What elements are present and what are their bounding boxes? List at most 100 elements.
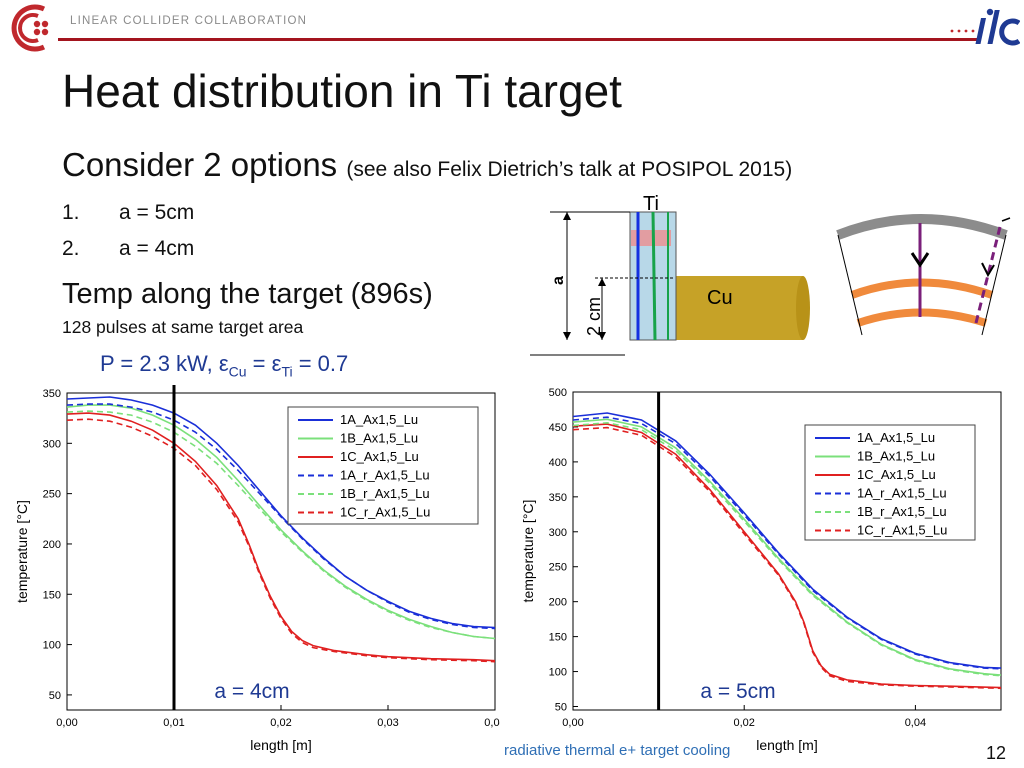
slide-subtitle: Consider 2 options (see also Felix Dietr… — [62, 146, 792, 184]
dashed-radial-line — [973, 226, 1002, 328]
epsilon-symbol: ε — [218, 351, 229, 376]
y-tick-label: 150 — [549, 632, 567, 644]
subtitle-main: Consider 2 options — [62, 146, 338, 183]
target-diagram: a 2 cm Ti Cu — [530, 193, 810, 356]
arrow-up-icon — [598, 278, 606, 286]
legend-entry: 1C_Ax1,5_Lu — [857, 467, 936, 482]
legend-entry: 1C_r_Ax1,5_Lu — [857, 523, 947, 538]
label-cu: Cu — [707, 287, 733, 309]
chart-annotation: a = 5cm — [700, 680, 775, 703]
arrow-down-icon — [910, 252, 930, 268]
chart-annotation: a = 4cm — [214, 680, 289, 703]
legend-box — [287, 406, 479, 525]
ti-line-green — [651, 211, 657, 341]
chart-a5cm: 50 100 150 200 250 300 350 400 450 500 0,00 0,02 0,0… — [520, 387, 1002, 753]
series-line — [67, 410, 495, 640]
pulses-note: 128 pulses at same target area — [62, 317, 304, 337]
label-ti: Ti — [643, 193, 659, 215]
series-group — [573, 412, 1001, 690]
option-1: 1. a = 5cm — [62, 201, 194, 225]
option-text: a = 4cm — [119, 237, 195, 260]
y-tick-label: 150 — [43, 589, 61, 601]
header-rule — [58, 38, 978, 41]
x-axis-label: length [m] — [756, 737, 817, 753]
legend-entry: 1B_Ax1,5_Lu — [857, 449, 935, 464]
cu-block — [675, 276, 803, 340]
legend-entry: 1A_Ax1,5_Lu — [857, 430, 935, 445]
y-axis-label: temperature [°C] — [520, 500, 536, 603]
y-tick-label: 350 — [549, 492, 567, 504]
epsilon-subscript-ti: Ti — [281, 363, 293, 380]
slide-title: Heat distribution in Ti target — [62, 65, 622, 117]
series-line — [573, 416, 1001, 670]
parameters-line: P = 2.3 kW, εCu = εTi = 0.7 — [100, 351, 348, 379]
y-tick-label: 300 — [43, 438, 61, 450]
label-a: a — [550, 276, 567, 285]
series-line — [67, 403, 495, 630]
series-group — [67, 396, 495, 663]
chart-a4cm: 50 100 150 200 250 300 350 0,00 0,01 0,02 0,03 0,04… — [14, 385, 500, 753]
series-line — [573, 421, 1001, 677]
label-2cm: 2 cm — [584, 297, 604, 336]
y-tick-label: 250 — [549, 562, 567, 574]
epsilon-subscript-cu: Cu — [228, 363, 247, 380]
y-tick-label: 250 — [43, 489, 61, 501]
arrow-up-icon — [563, 212, 571, 220]
page-number: 12 — [986, 743, 1007, 763]
footer-text: radiative thermal e+ target cooling — [504, 742, 731, 759]
y-tick-label: 50 — [49, 690, 61, 702]
wheel-rim — [836, 214, 1008, 240]
x-tick-label: 0,02 — [733, 717, 754, 729]
x-tick-label: 0,00 — [56, 717, 77, 729]
y-tick-label: 300 — [549, 527, 567, 539]
legend-entry: 1B_r_Ax1,5_Lu — [857, 504, 947, 519]
y-tick-label: 100 — [43, 640, 61, 652]
y-tick-label: 450 — [549, 422, 567, 434]
y-tick-label: 200 — [43, 539, 61, 551]
x-tick-label: 0,00 — [562, 717, 583, 729]
series-line — [67, 418, 495, 663]
power-text: P = 2.3 kW, — [100, 351, 219, 376]
option-number: 1. — [62, 201, 80, 224]
legend-entry: 1A_r_Ax1,5_Lu — [340, 468, 430, 483]
legend-entry: 1C_Ax1,5_Lu — [340, 449, 419, 464]
hot-spot — [631, 230, 671, 246]
arrow-down-icon — [563, 332, 571, 340]
lcc-logo — [11, 4, 49, 52]
y-tick-label: 100 — [549, 667, 567, 679]
equals-text: = — [246, 351, 272, 376]
series-line — [67, 412, 495, 662]
option-2: 2. a = 4cm — [62, 237, 194, 261]
option-text: a = 5cm — [119, 201, 195, 224]
legend-entry: 1C_r_Ax1,5_Lu — [340, 505, 430, 520]
legend-entry: 1B_r_Ax1,5_Lu — [340, 486, 430, 501]
legend-box — [804, 424, 976, 541]
y-tick-label: 50 — [555, 702, 567, 714]
tick-mark — [1001, 217, 1011, 222]
wheel-edge-left — [837, 234, 863, 336]
arrow-down-icon — [598, 332, 606, 340]
y-tick-label: 400 — [549, 457, 567, 469]
series-line — [67, 404, 495, 640]
wheel-edge-right — [981, 234, 1007, 336]
option-number: 2. — [62, 237, 80, 260]
legend-entry: 1B_Ax1,5_Lu — [340, 431, 418, 446]
subtitle-note: (see also Felix Dietrich’s talk at POSIP… — [346, 158, 793, 181]
y-axis-label: temperature [°C] — [14, 500, 30, 603]
y-tick-label: 500 — [549, 387, 567, 399]
x-tick-label: 0,01 — [163, 717, 184, 729]
wheel-diagram — [836, 214, 1011, 336]
legend-entry: 1A_Ax1,5_Lu — [340, 412, 418, 427]
x-axis-label: length [m] — [250, 737, 311, 753]
x-tick-label: 0,04 — [905, 717, 926, 729]
heat-band-inner — [856, 308, 988, 327]
y-tick-label: 350 — [43, 388, 61, 400]
series-line — [573, 426, 1001, 690]
legend-entry: 1A_r_Ax1,5_Lu — [857, 486, 947, 501]
emissivity-value: = 0.7 — [292, 351, 349, 376]
epsilon-symbol: ε — [271, 351, 282, 376]
collaboration-name: LINEAR COLLIDER COLLABORATION — [70, 15, 308, 27]
x-tick-label: 0,02 — [270, 717, 291, 729]
x-tick-label: 0,03 — [377, 717, 398, 729]
ilc-logo — [950, 8, 1020, 46]
